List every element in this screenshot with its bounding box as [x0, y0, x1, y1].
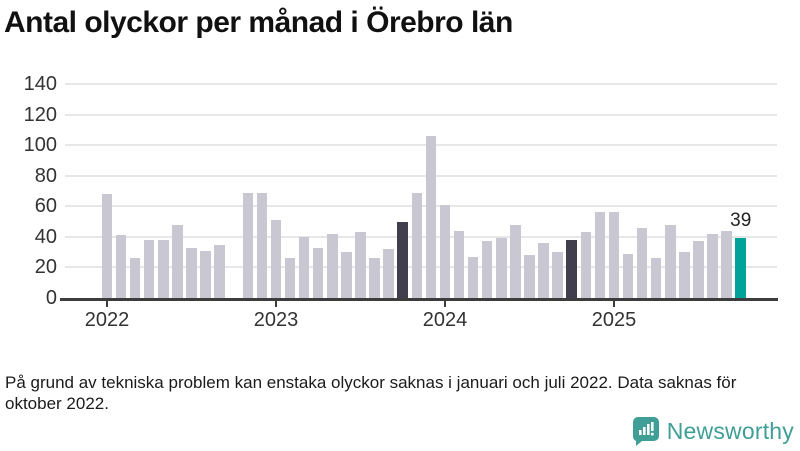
bar	[298, 236, 310, 298]
x-axis-tick	[612, 301, 615, 307]
x-axis-tick	[274, 301, 277, 307]
bar	[594, 212, 606, 298]
bar	[355, 232, 366, 298]
last-bar-value-label: 39	[730, 210, 752, 232]
bar	[327, 233, 338, 298]
gridline	[65, 113, 777, 116]
bar	[101, 194, 113, 298]
bar	[496, 238, 507, 298]
x-axis-tick	[106, 301, 108, 307]
bar	[453, 230, 465, 298]
chart-title: Antal olyckor per månad i Örebro län	[4, 6, 513, 39]
bar	[693, 241, 704, 298]
bar	[369, 258, 380, 298]
bar	[439, 204, 451, 298]
bar	[721, 230, 732, 298]
gridline	[65, 83, 777, 85]
bar	[608, 212, 620, 298]
bar	[481, 241, 493, 298]
x-axis-line	[60, 298, 778, 301]
bar	[312, 247, 324, 298]
bar	[524, 255, 535, 298]
bar	[425, 135, 437, 298]
y-axis-tick-label: 140	[23, 73, 57, 95]
bar	[341, 252, 352, 298]
bar	[538, 242, 549, 298]
bar	[411, 192, 423, 298]
bar	[510, 224, 521, 298]
footnote-line-1: På grund av tekniska problem kan enstaka…	[5, 373, 737, 392]
bar	[735, 238, 746, 298]
bar	[679, 252, 690, 298]
x-axis-year-label: 2023	[253, 309, 299, 331]
bar	[256, 192, 268, 298]
y-axis-tick-label: 0	[45, 287, 57, 309]
y-axis-tick-label: 80	[34, 164, 57, 187]
bar	[552, 252, 563, 298]
gridline	[65, 174, 777, 177]
y-axis-tick-label: 60	[34, 195, 57, 218]
bar-chart: 0 20 40 60 80 100 120 140 2022 2023 2024 2025 39	[24, 73, 778, 331]
x-axis-year-label: 2025	[591, 309, 637, 331]
footnote: På grund av tekniska problem kan enstaka…	[5, 372, 785, 414]
bar	[397, 221, 408, 298]
y-axis-tick-label: 20	[34, 256, 57, 279]
bar	[242, 192, 254, 298]
bar	[580, 232, 592, 298]
bar	[622, 253, 634, 298]
bar	[566, 239, 577, 298]
bar	[284, 258, 296, 298]
x-axis-tick	[443, 301, 446, 307]
bar	[158, 239, 169, 298]
bar	[707, 233, 718, 298]
bar	[200, 250, 211, 298]
bar	[186, 247, 197, 298]
newsworthy-logo[interactable]: Newsworthy	[632, 416, 794, 446]
newsworthy-logo-text: Newsworthy	[666, 417, 794, 444]
bar	[270, 220, 282, 298]
bar	[650, 258, 662, 298]
footnote-line-2: oktober 2022.	[5, 394, 109, 413]
x-axis-year-label: 2022	[84, 309, 130, 331]
bar	[665, 224, 676, 298]
y-axis-tick-label: 100	[23, 134, 57, 157]
bar	[214, 244, 225, 298]
x-axis-year-label: 2024	[422, 309, 468, 331]
bar	[383, 249, 394, 298]
bar	[636, 227, 648, 298]
gridline	[65, 144, 777, 147]
bar	[172, 224, 183, 298]
bar	[129, 258, 141, 298]
newsworthy-icon	[632, 416, 660, 446]
bar	[467, 256, 479, 298]
bar	[115, 235, 127, 298]
y-axis-tick-label: 120	[23, 103, 57, 126]
bar	[143, 239, 155, 298]
y-axis-tick-label: 40	[34, 225, 57, 248]
